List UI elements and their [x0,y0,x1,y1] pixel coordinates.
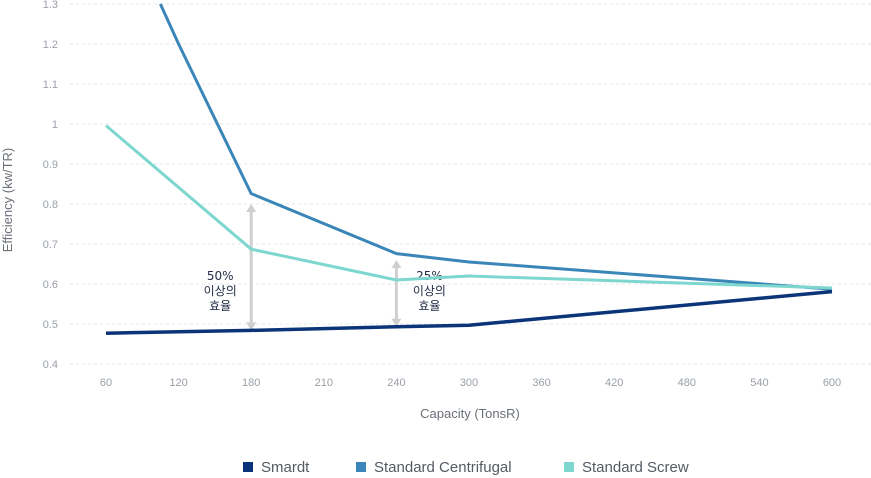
x-tick-label: 540 [750,377,768,389]
gap-arrow-head-top [391,260,402,268]
x-tick-label: 480 [678,377,696,389]
x-axis-ticks: 60 120 180 210 240 300 360 420 480 540 600 [100,377,841,389]
x-tick-label: 420 [605,377,623,389]
y-axis-label: Efficiency (kw/TR) [0,148,15,253]
x-tick-label: 600 [823,377,841,389]
grid [70,3,871,365]
y-tick-label: 0.5 [43,319,58,331]
gap-arrow-head-bottom [246,322,257,331]
legend-entry: Smardt [243,459,310,476]
y-tick-label: 1.3 [43,0,58,11]
x-tick-label: 180 [242,377,260,389]
legend-entry: Standard Centrifugal [356,459,512,476]
y-tick-label: 0.4 [43,359,58,371]
gap-annotation-text: 효율 [209,299,231,313]
y-tick-label: 0.8 [43,199,58,211]
x-tick-label: 360 [532,377,550,389]
gap-arrow-head-top [246,204,257,212]
series-lines [105,3,833,335]
legend-swatch [564,462,574,472]
x-tick-label: 300 [460,377,478,389]
legend-label: Standard Centrifugal [374,459,512,476]
legend-label: Smardt [261,459,310,476]
legend-label: Standard Screw [582,459,689,476]
gap-annotation-text: 이상의 [413,284,446,298]
y-tick-label: 1.1 [43,79,58,91]
x-axis-label: Capacity (TonsR) [420,406,520,421]
series-line-standard-screw [105,124,833,290]
y-tick-label: 0.6 [43,279,58,291]
x-tick-label: 240 [387,377,405,389]
y-tick-label: 1.2 [43,39,58,51]
x-tick-label: 210 [315,377,333,389]
y-axis-ticks: 0.4 0.5 0.6 0.7 0.8 0.9 1 1.1 1.2 1.3 [43,0,58,371]
legend: Smardt Standard Centrifugal Standard Screw [243,459,689,476]
gap-annotation-text: 효율 [418,299,440,313]
series-line-smardt [105,289,833,335]
legend-swatch [243,462,253,472]
x-tick-label: 60 [100,377,112,389]
x-tick-label: 120 [169,377,187,389]
y-tick-label: 0.7 [43,239,58,251]
y-tick-label: 0.9 [43,159,58,171]
legend-swatch [356,462,366,472]
series-line-standard-centrifugal [159,3,833,291]
gap-arrow-head-bottom [391,318,402,327]
legend-entry: Standard Screw [564,459,689,476]
gap-annotation-text: 50% [207,269,234,283]
gap-annotation-text: 이상의 [204,284,237,298]
y-tick-label: 1 [52,119,58,131]
gap-annotation-text: 25% [416,269,443,283]
